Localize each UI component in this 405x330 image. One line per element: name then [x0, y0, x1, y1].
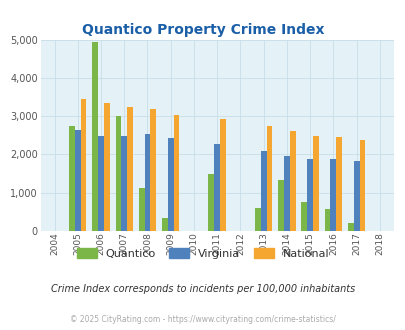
Bar [347, 222, 353, 231]
Bar [81, 99, 86, 231]
Bar [335, 137, 341, 231]
Bar [75, 130, 81, 231]
Bar [330, 159, 335, 231]
Bar [144, 134, 150, 231]
Bar [324, 209, 330, 231]
Bar [162, 217, 167, 231]
Bar [115, 116, 121, 231]
Bar [359, 140, 364, 231]
Bar [208, 174, 214, 231]
Text: Quantico Property Crime Index: Quantico Property Crime Index [81, 23, 324, 37]
Bar [312, 136, 318, 231]
Bar [104, 103, 109, 231]
Bar [220, 119, 225, 231]
Bar [98, 136, 104, 231]
Legend: Quantico, Virginia, National: Quantico, Virginia, National [72, 244, 333, 263]
Bar [301, 202, 307, 231]
Bar [289, 131, 295, 231]
Bar [254, 208, 260, 231]
Bar [307, 159, 312, 231]
Bar [150, 109, 156, 231]
Bar [167, 138, 173, 231]
Bar [127, 107, 133, 231]
Bar [284, 156, 289, 231]
Bar [173, 115, 179, 231]
Bar [260, 151, 266, 231]
Bar [277, 180, 284, 231]
Bar [214, 144, 220, 231]
Bar [266, 126, 272, 231]
Bar [139, 188, 144, 231]
Bar [69, 126, 75, 231]
Text: Crime Index corresponds to incidents per 100,000 inhabitants: Crime Index corresponds to incidents per… [51, 284, 354, 294]
Bar [121, 136, 127, 231]
Bar [353, 161, 359, 231]
Bar [92, 42, 98, 231]
Text: © 2025 CityRating.com - https://www.cityrating.com/crime-statistics/: © 2025 CityRating.com - https://www.city… [70, 315, 335, 324]
